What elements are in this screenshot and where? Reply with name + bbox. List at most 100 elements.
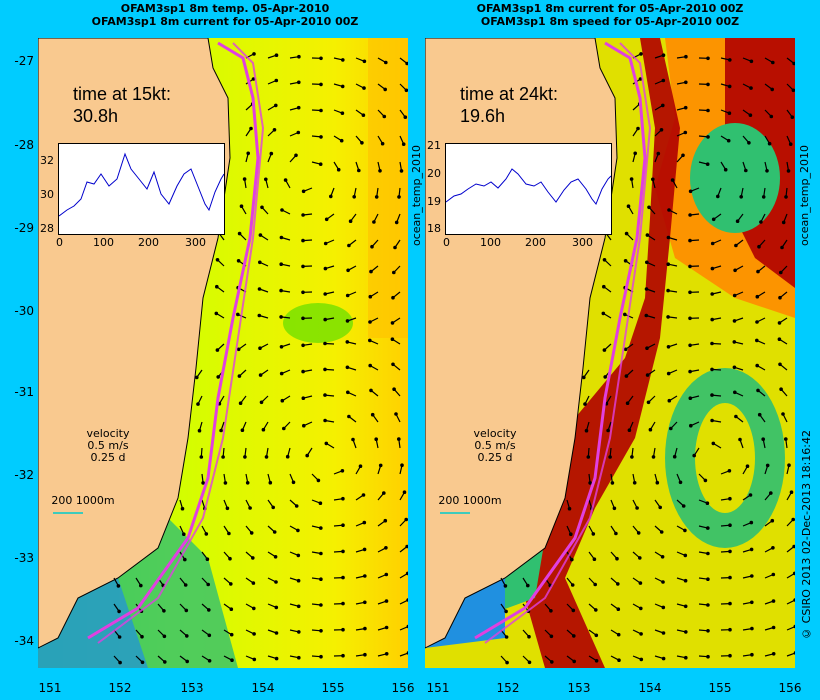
current-arrow-head [594,608,598,612]
lon-tick-left-0: 151 [38,681,62,695]
current-arrow-head [297,655,301,660]
current-arrow-head [761,195,766,199]
current-arrow-head [305,453,310,458]
left-inset-x-tick-1: 100 [93,236,114,249]
current-arrow-head [215,258,220,262]
current-arrow-head [340,111,345,115]
current-arrow-head [323,341,327,346]
current-arrow-head [610,481,615,485]
current-arrow-head [225,506,230,511]
current-arrow-head [341,496,345,501]
lon-tick-right-5: 156 [778,681,802,695]
current-arrow-head [626,204,631,208]
current-arrow-head [661,580,665,584]
current-arrow-head [683,604,688,609]
current-arrow-head [382,114,387,119]
current-arrow-head [374,437,379,442]
current-arrow-head [392,387,396,392]
current-arrow-head [779,270,783,275]
current-arrow-head [195,375,199,380]
current-arrow-head [639,52,643,56]
current-arrow-head [236,259,241,263]
current-arrow-head [666,235,671,240]
current-arrow-head [734,414,738,419]
current-arrow-head [341,601,345,606]
current-arrow-head [296,105,301,110]
current-arrow-head [784,437,788,441]
current-arrow-head [646,400,651,405]
lon-tick-left-2: 153 [180,681,204,695]
current-arrow-head [661,605,666,610]
current-arrow-head [771,546,775,550]
right-inset-x-tick-3: 300 [572,236,593,249]
current-arrow-head [323,266,328,271]
current-arrow-head [684,54,688,59]
current-arrow-head [236,312,240,317]
current-arrow-head [117,635,122,639]
current-arrow-head [316,478,321,483]
current-arrow-head [341,627,345,632]
current-arrow-head [274,580,278,584]
left-title-line1: OFAM3sp1 8m temp. 05-Apr-2010 [120,2,330,15]
current-arrow-head [602,258,607,262]
current-arrow-head [384,60,388,65]
current-arrow-head [384,625,389,630]
current-arrow-head [318,162,323,166]
current-arrow-head [258,260,262,265]
left-inset-chart [58,143,225,235]
current-arrow-head [683,553,688,558]
right-inset-x-tick-2: 200 [525,236,546,249]
lat-tick-left-6: -33 [14,551,34,565]
current-arrow-head [341,58,345,62]
current-arrow-head [706,135,710,139]
current-arrow-head [710,292,714,296]
current-arrow-head [392,270,396,275]
current-arrow-head [274,656,279,661]
current-arrow-head [378,169,382,173]
current-arrow-head [710,367,714,372]
current-arrow-head [363,652,367,657]
current-arrow-head [341,575,345,580]
current-arrow-head [370,244,374,249]
current-arrow-head [214,311,219,316]
current-arrow-head [296,553,301,558]
southern-eddy-core [695,403,755,513]
current-arrow-head [786,169,791,173]
right-time-label: time at 24kt: 19.6h [460,83,558,127]
current-arrow-head [706,56,710,61]
current-arrow-head [301,238,305,243]
current-arrow-head [710,317,714,322]
lat-tick-left-1: -28 [14,138,34,152]
current-arrow-head [116,584,121,588]
current-arrow-head [755,294,760,299]
current-arrow-head [245,481,250,485]
current-arrow-head [221,455,225,459]
current-arrow-head [204,532,209,536]
current-arrow-head [199,455,204,459]
current-arrow-head [260,205,264,210]
current-arrow-head [567,506,572,511]
lon-tick-right-4: 155 [708,681,732,695]
current-arrow-head [369,269,373,274]
current-arrow-head [755,320,759,324]
current-arrow-head [384,546,388,550]
current-arrow-head [667,208,671,212]
current-arrow-head [405,544,408,549]
current-arrow-head [229,607,234,611]
current-arrow-head [614,531,618,536]
current-arrow-head [647,205,651,210]
current-arrow-head [594,633,599,638]
current-arrow-head [732,365,737,370]
current-arrow-head [368,320,372,324]
current-arrow-head [227,531,231,536]
current-arrow-head [139,583,143,588]
current-arrow-head [612,506,617,511]
lon-tick-left-1: 152 [108,681,132,695]
right-side-label: ocean_temp_2010 [798,145,811,247]
current-arrow-head [681,504,686,508]
current-arrow-head [588,481,592,485]
current-arrow-head [672,454,677,459]
current-arrow-head [759,220,763,224]
current-arrow-head [390,337,395,342]
current-arrow-head [301,316,305,321]
